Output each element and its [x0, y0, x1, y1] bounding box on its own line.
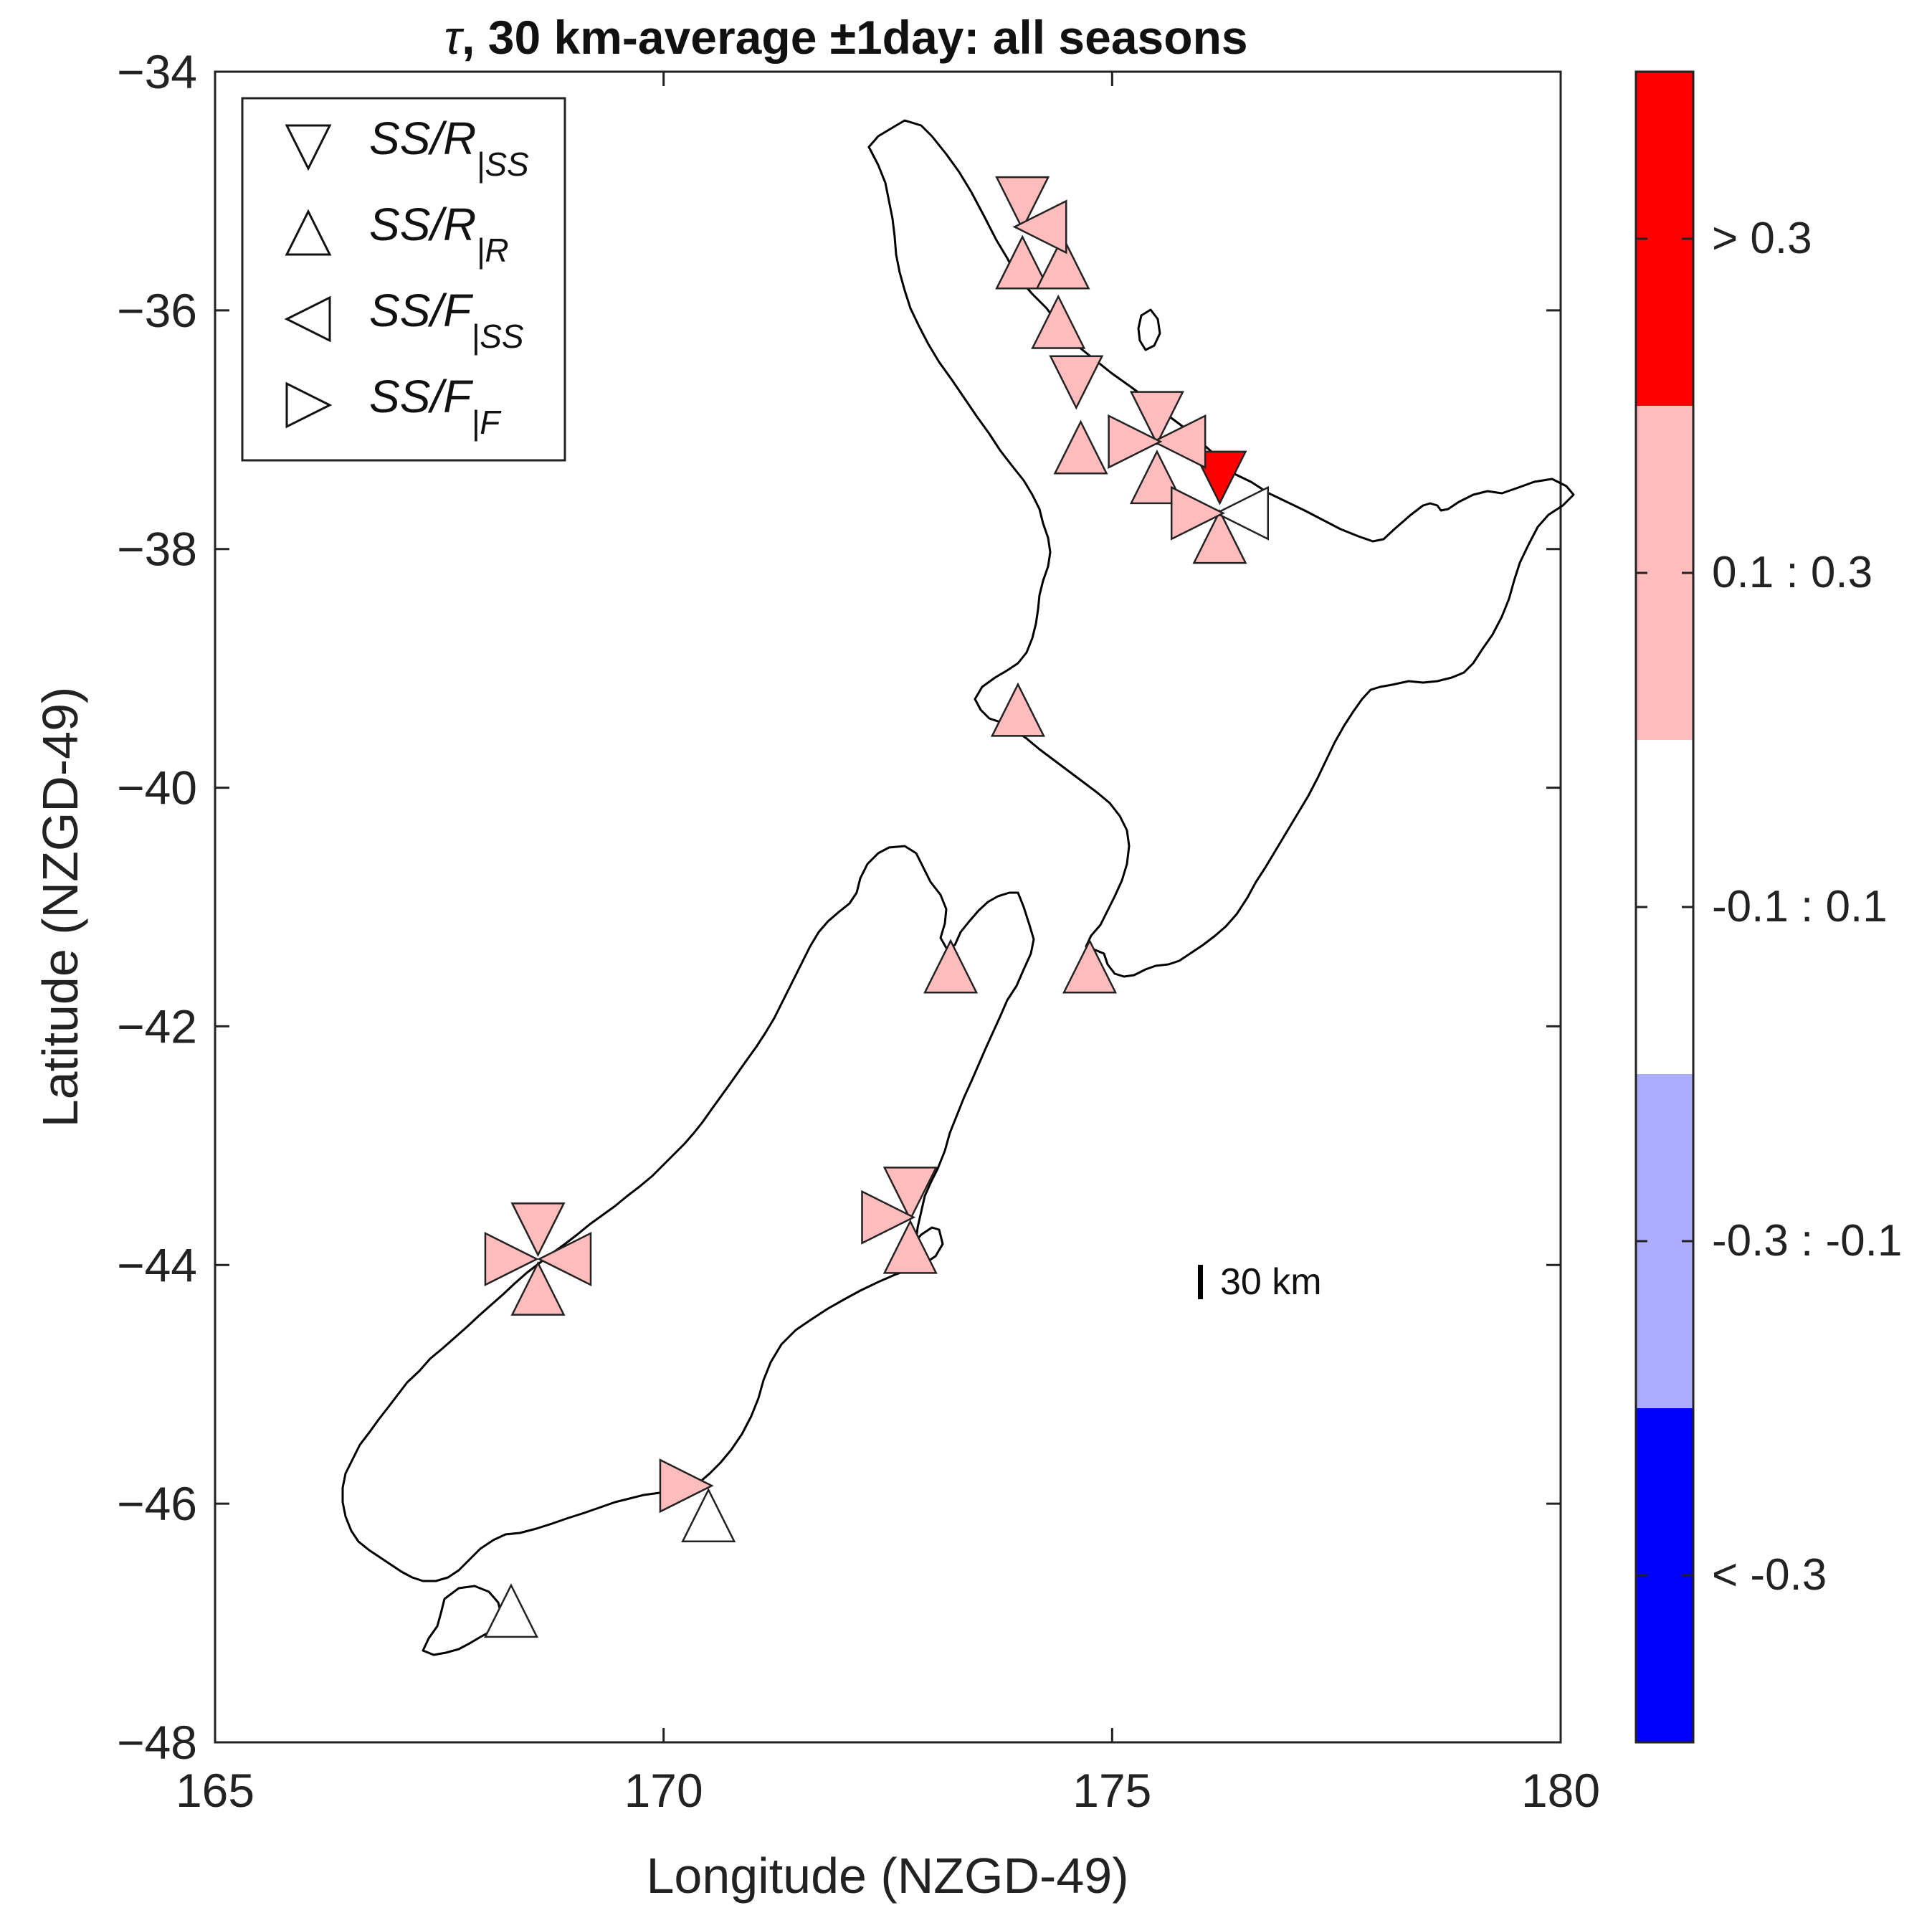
colorbar-label: -0.3 : -0.1 — [1712, 1216, 1902, 1266]
y-tick-label: −46 — [117, 1477, 197, 1530]
scale-bar: 30 km — [1198, 1261, 1322, 1303]
marker-right-triangle — [484, 1231, 539, 1286]
marker-left-triangle — [1151, 414, 1207, 469]
marker-right-triangle — [1170, 485, 1226, 541]
legend-label-subscript: |SS — [471, 318, 524, 355]
scale-bar-line — [1198, 1265, 1203, 1299]
marker-up-triangle — [1192, 509, 1247, 564]
marker-left-triangle — [1012, 199, 1067, 255]
marker-up-triangle — [1129, 450, 1184, 505]
marker-right-triangle — [861, 1190, 916, 1245]
y-axis-title: Latitude (NZGD-49) — [32, 687, 88, 1128]
y-tick-label: −34 — [117, 45, 197, 98]
legend-label-subscript: |SS — [476, 146, 529, 183]
y-tick-label: −44 — [117, 1238, 197, 1291]
north-island-coastline — [867, 119, 1575, 978]
y-tick-label: −42 — [117, 1000, 197, 1053]
great-barrier-island-coastline — [1137, 308, 1161, 351]
marker-right-triangle — [659, 1458, 714, 1514]
marker-up-triangle — [1035, 234, 1090, 290]
legend-label: SS/F|F — [369, 371, 502, 441]
x-tick-label: 180 — [1521, 1764, 1600, 1817]
y-tick-label: −48 — [117, 1716, 197, 1769]
marker-up-triangle — [681, 1487, 736, 1543]
marker-up-triangle — [483, 1583, 538, 1638]
colorbar-label: < -0.3 — [1712, 1550, 1827, 1600]
station-markers — [483, 176, 1270, 1638]
marker-up-triangle — [510, 1261, 566, 1316]
colorbar-label: -0.1 : 0.1 — [1712, 882, 1888, 931]
legend-label-main: SS/F — [369, 285, 474, 336]
marker-down-triangle — [882, 1167, 938, 1222]
y-tick-label: −36 — [117, 284, 197, 337]
tau-symbol: τ — [444, 11, 465, 64]
marker-down-triangle — [1129, 391, 1184, 446]
x-axis: 165 170 175 180 — [176, 72, 1600, 1817]
colorbar: > 0.3 0.1 : 0.3 -0.1 : 0.1 -0.3 : -0.1 < -0.… — [1634, 70, 1902, 1744]
x-tick-label: 175 — [1072, 1764, 1151, 1817]
legend-label-main: SS/F — [369, 371, 474, 422]
legend-label: SS/R|SS — [369, 113, 529, 183]
stewart-island-coastline — [422, 1585, 503, 1656]
marker-left-triangle — [1214, 485, 1270, 541]
marker-left-triangle — [537, 1231, 592, 1286]
marker-down-triangle — [1049, 355, 1104, 410]
x-axis-title: Longitude (NZGD-49) — [646, 1848, 1128, 1904]
coastline — [341, 119, 1575, 1656]
scale-bar-label: 30 km — [1220, 1261, 1322, 1303]
title-text: , 30 km-average ±1day: all seasons — [462, 11, 1248, 64]
legend-right-triangle-icon — [285, 381, 333, 429]
marker-up-triangle — [1053, 419, 1108, 475]
legend-label-subscript: |F — [471, 404, 502, 441]
x-tick-label: 165 — [176, 1764, 254, 1817]
legend-label: SS/R|R — [369, 199, 509, 269]
y-tick-label: −38 — [117, 523, 197, 576]
figure-title: τ, 30 km-average ±1day: all seasons — [444, 11, 1247, 64]
marker-up-triangle — [990, 682, 1045, 737]
colorbar-label: > 0.3 — [1712, 214, 1812, 263]
marker-up-triangle — [995, 234, 1050, 290]
legend-label-subscript: |R — [476, 232, 508, 269]
marker-down-triangle — [995, 176, 1050, 231]
marker-right-triangle — [1108, 414, 1163, 469]
y-axis: −34 −36 −38 −40 −42 −44 −46 −48 — [117, 45, 1561, 1769]
colorbar-frame — [1634, 70, 1695, 1744]
marker-up-triangle — [923, 939, 979, 994]
marker-up-triangle — [1062, 939, 1118, 994]
legend-left-triangle-icon — [284, 295, 331, 343]
south-island-coastline — [341, 845, 1035, 1582]
y-tick-label: −40 — [117, 761, 197, 815]
legend-label: SS/F|SS — [369, 285, 524, 355]
colorbar-label: 0.1 : 0.3 — [1712, 548, 1872, 597]
marker-up-triangle — [1031, 294, 1086, 349]
marker-up-triangle — [882, 1219, 938, 1274]
marker-down-triangle — [1192, 450, 1247, 505]
marker-down-triangle — [510, 1202, 566, 1258]
x-tick-label: 170 — [624, 1764, 703, 1817]
legend-label-main: SS/R — [369, 113, 476, 164]
legend-up-triangle-icon — [285, 209, 332, 256]
legend-down-triangle-icon — [285, 124, 332, 171]
legend-label-main: SS/R — [369, 199, 476, 250]
